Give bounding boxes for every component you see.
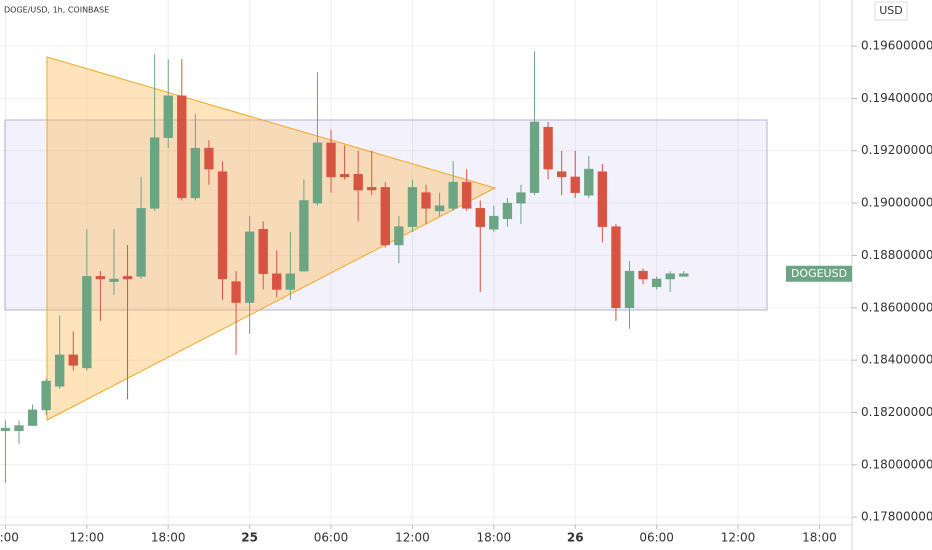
- candle-body: [136, 208, 146, 277]
- x-tick-label: 26: [567, 531, 584, 545]
- candle-body: [204, 147, 214, 170]
- candle-body: [0, 427, 11, 432]
- y-tick-label: 0.18600000: [861, 300, 932, 314]
- candle-body: [448, 181, 458, 209]
- candle-body: [258, 229, 268, 275]
- candle-body: [68, 354, 78, 366]
- y-tick-label: 0.17800000: [861, 510, 932, 524]
- candle-body: [231, 281, 241, 303]
- x-tick-label: 06:00: [314, 531, 349, 545]
- symbol-label: DOGEUSD: [791, 267, 847, 280]
- candles: [0, 51, 689, 484]
- candle-body: [570, 176, 580, 193]
- candle-body: [421, 192, 431, 209]
- candle-body: [489, 215, 499, 230]
- candle-body: [285, 273, 295, 290]
- candle-body: [543, 126, 553, 170]
- y-tick-label: 0.18800000: [861, 248, 932, 262]
- candle-body: [679, 273, 689, 277]
- candle-body: [597, 171, 608, 227]
- candle-body: [14, 425, 24, 432]
- candle-body: [624, 270, 635, 309]
- candle-body: [109, 278, 119, 282]
- x-tick-label: 25: [241, 531, 258, 545]
- y-tick-label: 0.18200000: [861, 405, 932, 419]
- candle-body: [217, 171, 228, 280]
- axes: 0.17800000 0.18000000 0.18200000 0.18400000…: [0, 39, 932, 545]
- x-tick-label: 6:00: [0, 531, 19, 545]
- candle-body: [339, 174, 350, 178]
- candle-body: [244, 231, 255, 303]
- candle-body: [163, 95, 173, 138]
- y-tick-label: 0.19400000: [861, 91, 932, 105]
- candle-body: [380, 187, 390, 246]
- candle-body: [190, 147, 201, 199]
- candle-body: [611, 226, 621, 309]
- candle-body: [122, 276, 133, 280]
- candle-body: [462, 181, 472, 209]
- currency[interactable]: USD: [879, 4, 903, 17]
- chart-title: DOGE/USD, 1h, COINBASE: [4, 6, 109, 15]
- x-tick-label: 18:00: [802, 531, 837, 545]
- y-tick-label: 0.18000000: [861, 457, 932, 471]
- y-tick-label: 0.18400000: [861, 353, 932, 367]
- candle-body: [95, 276, 106, 280]
- candle-body: [150, 137, 160, 209]
- candle-body: [584, 168, 594, 196]
- candle-body: [407, 187, 418, 227]
- candle-body: [312, 142, 323, 204]
- candle-body: [272, 273, 282, 290]
- y-tick-label: 0.19200000: [861, 143, 932, 157]
- candle-body: [353, 174, 363, 191]
- x-tick-label: 12:00: [395, 531, 430, 545]
- candle-body: [638, 270, 648, 280]
- candle-body: [529, 121, 540, 193]
- candle-body: [557, 171, 567, 178]
- candle-body: [434, 205, 445, 212]
- candle-body: [367, 187, 377, 191]
- currency-box[interactable]: [874, 1, 908, 21]
- candle-body: [651, 278, 662, 288]
- x-tick-label: 12:00: [721, 531, 756, 545]
- symbol-label-box: [786, 265, 852, 282]
- x-tick-label: 12:00: [70, 531, 105, 545]
- candle-body: [665, 273, 675, 280]
- candle-body: [394, 226, 404, 246]
- candle-body: [177, 95, 187, 199]
- y-tick-label: 0.19000000: [861, 196, 932, 210]
- x-tick-label: 18:00: [151, 531, 186, 545]
- x-tick-label: 18:00: [477, 531, 512, 545]
- candle-body: [502, 202, 513, 220]
- candle-body: [41, 380, 51, 411]
- y-tick-label: 0.19600000: [861, 39, 932, 53]
- candle-body: [82, 276, 92, 369]
- candle-body: [55, 354, 65, 387]
- candle-body: [516, 192, 526, 204]
- candle-body: [326, 142, 336, 178]
- candle-body: [27, 409, 38, 426]
- candle-body: [475, 208, 485, 227]
- candle-body: [299, 200, 309, 272]
- x-tick-label: 06:00: [639, 531, 674, 545]
